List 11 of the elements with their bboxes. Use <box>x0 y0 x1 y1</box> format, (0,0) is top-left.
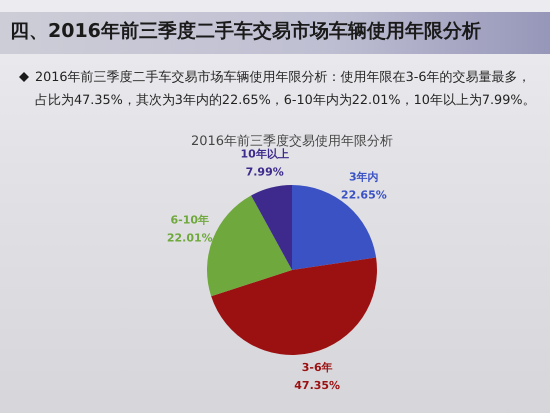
data-label: 7.99% <box>246 165 284 178</box>
slice-label: 6-10年 <box>170 213 210 226</box>
slice-label: 3年内 <box>349 170 379 184</box>
data-label: 22.01% <box>166 231 213 244</box>
slice-label: 3-6年 <box>302 360 333 374</box>
text: 2016年前三季度二手车交易市场车辆使用年限分析：使用年限在3-6年的交易量最多，占比为47.35%，其次为3年内的22.65%，6-10年内为22.01%，10年以上为7.99%。 <box>35 69 537 110</box>
text: 四、2016年前三季度二手车交易市场车辆使用年限分析 <box>10 19 481 44</box>
slice-label: 10年以上 <box>240 147 289 160</box>
chart-title: 2016年前三季度交易使用年限分析 <box>190 133 394 149</box>
data-label: 22.65% <box>340 188 387 202</box>
data-label: 47.35% <box>294 378 340 392</box>
